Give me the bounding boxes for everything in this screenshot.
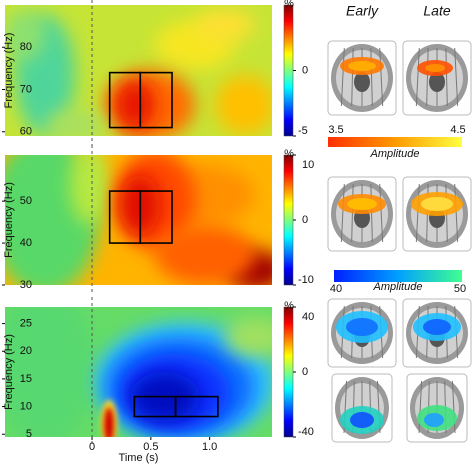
activation [348, 61, 376, 71]
colorbar-tick-label: 10 [302, 159, 314, 171]
colorbar-tick-label: -10 [298, 274, 314, 286]
sulcus [451, 380, 456, 434]
x-axis-label: Time (s) [119, 452, 159, 464]
sulcus [340, 183, 345, 243]
heatmap-blob [115, 80, 155, 130]
colorbar-tick-label: 0 [302, 214, 308, 226]
colorbar-unit: % [284, 300, 294, 312]
heatmap-blob [5, 10, 45, 60]
heatmap-blob [104, 407, 114, 437]
y-tick-label: 70 [20, 83, 32, 95]
ventricle [429, 72, 445, 92]
sulcus [340, 47, 345, 107]
y-tick-label: 15 [20, 373, 32, 385]
activation [423, 319, 451, 335]
x-tick-label: 0.5 [143, 441, 158, 453]
colorbar [283, 306, 294, 438]
y-tick-label: 10 [20, 400, 32, 412]
scale-max: 4.5 [450, 124, 465, 136]
colorbar-unit: % [284, 0, 294, 10]
colorbar [283, 154, 294, 286]
column-title: Late [423, 3, 450, 19]
colorbar-unit: % [284, 148, 294, 160]
sulcus [379, 183, 384, 243]
y-axis-label: Frequency (Hz) [3, 334, 15, 410]
heatmap-image [5, 5, 272, 136]
heatmap-blob [45, 110, 105, 136]
amplitude-colorbar [334, 270, 462, 282]
heatmap-blob [70, 155, 110, 225]
sulcus [415, 47, 420, 107]
scale-min: 40 [330, 283, 342, 295]
heatmap-image [5, 155, 272, 285]
brain-images: Early Late 3.5 4.5 Amplitude 40 50 Ampli… [327, 3, 472, 443]
ventricle [354, 72, 370, 92]
sulcus [454, 183, 459, 243]
y-tick-label: 20 [20, 345, 32, 357]
column-title: Early [346, 3, 379, 19]
activation [421, 197, 453, 211]
colorbar [283, 4, 294, 137]
heatmap-blob [215, 75, 272, 135]
heatmap-blob [225, 317, 272, 357]
activation [350, 412, 374, 428]
scale-label: Amplitude [373, 281, 423, 293]
analysis-window [139, 71, 173, 129]
y-tick-label: 60 [20, 126, 32, 138]
activation [425, 64, 445, 72]
sulcus [415, 183, 420, 243]
sulcus [445, 47, 448, 107]
activation [424, 413, 444, 427]
analysis-window [174, 395, 219, 418]
heatmap-blob [155, 225, 255, 285]
y-axis-label: Frequency (Hz) [3, 33, 15, 109]
y-tick-label: 25 [20, 318, 32, 330]
scale-max: 50 [454, 283, 466, 295]
amplitude-colorbar [328, 137, 462, 147]
activation [346, 318, 378, 336]
y-tick-label: 40 [20, 237, 32, 249]
sulcus [454, 47, 459, 107]
scale-min: 3.5 [328, 124, 343, 136]
x-tick-label: 1.0 [202, 441, 217, 453]
colorbar-tick-label: -40 [298, 426, 314, 438]
sulcus [379, 47, 384, 107]
scale-label: Amplitude [370, 148, 420, 160]
sulcus [426, 47, 429, 107]
analysis-window [139, 190, 173, 244]
y-tick-label: 50 [20, 195, 32, 207]
y-tick-label: 5 [26, 428, 32, 440]
colorbar-tick-label: -5 [298, 125, 308, 137]
sulcus [418, 380, 423, 434]
x-tick-label: 0 [89, 441, 95, 453]
colorbar-tick-label: 40 [302, 311, 314, 323]
heatmap-blob [195, 10, 255, 40]
activation [347, 198, 377, 210]
colorbar-tick-label: 0 [302, 366, 308, 378]
colorbar-tick-label: 0 [302, 64, 308, 76]
sulcus [370, 47, 373, 107]
y-tick-label: 30 [20, 279, 32, 291]
y-axis-label: Frequency (Hz) [3, 182, 15, 258]
heatmap-blob [5, 307, 95, 437]
y-tick-label: 80 [20, 41, 32, 53]
sulcus [351, 47, 354, 107]
heatmap-image [5, 307, 272, 437]
